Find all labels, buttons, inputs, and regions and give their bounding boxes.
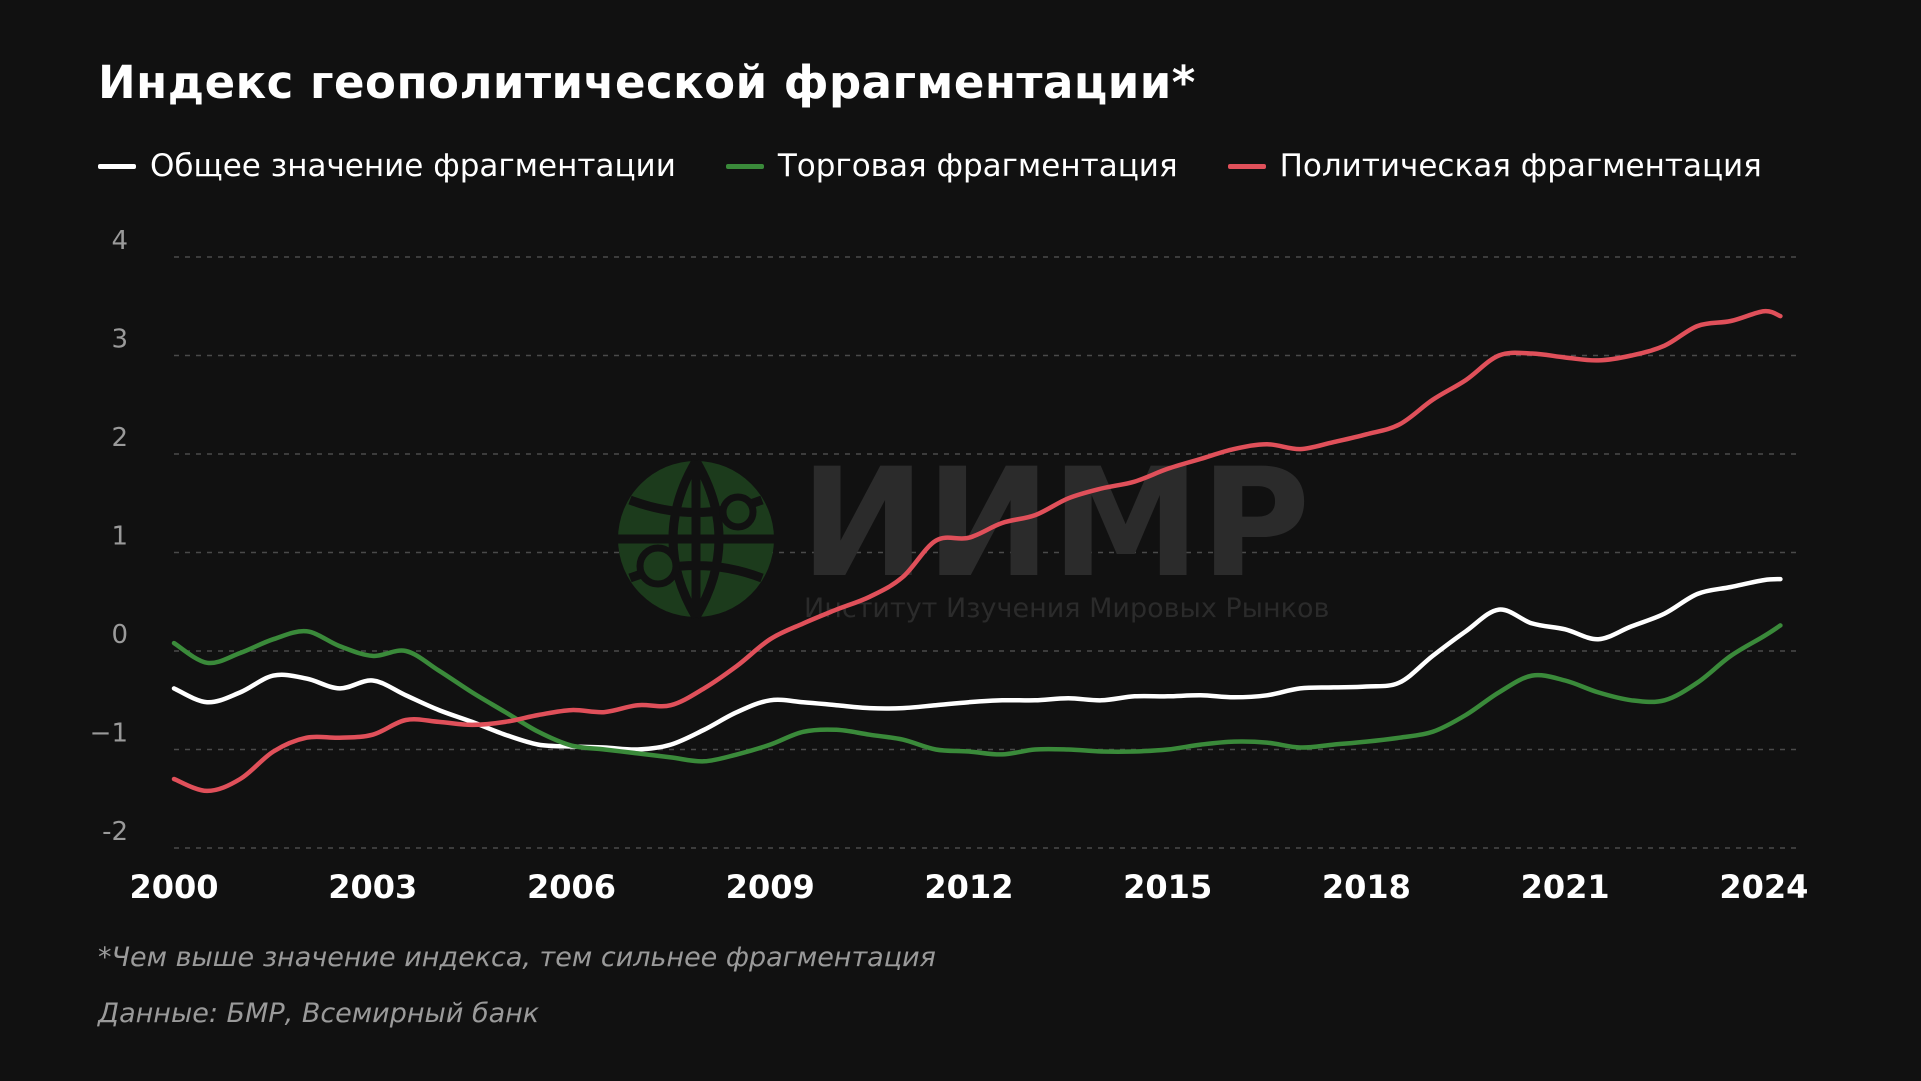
x-tick-label: 2024: [1719, 868, 1808, 906]
x-tick-label: 2012: [924, 868, 1013, 906]
legend-swatch-political: [1227, 163, 1266, 169]
x-tick-label: 2021: [1521, 868, 1610, 906]
watermark: ИИМР Институт Изучения Мировых Рынков: [618, 437, 1329, 624]
legend-swatch-trade: [725, 163, 764, 169]
legend-label-overall: Общее значение фрагментации: [150, 148, 676, 184]
legend: Общее значение фрагментации Торговая фра…: [98, 148, 1762, 184]
x-tick-label: 2006: [527, 868, 616, 906]
x-tick-label: 2015: [1123, 868, 1212, 906]
legend-swatch-overall: [98, 163, 136, 169]
watermark-subtitle: Институт Изучения Мировых Рынков: [804, 593, 1329, 624]
source-note: Данные: БМР, Всемирный банк: [98, 998, 540, 1029]
globe-logo-icon: [618, 458, 774, 620]
y-tick-label: 0: [111, 620, 128, 650]
series-lines: [171, 308, 1783, 794]
legend-item-trade: Торговая фрагментация: [725, 148, 1178, 184]
legend-label-trade: Торговая фрагментация: [777, 148, 1178, 184]
trade-series-line: [171, 623, 1783, 764]
y-tick-label: 1: [111, 522, 128, 552]
y-tick-label: 2: [111, 423, 128, 453]
x-tick-label: 2018: [1322, 868, 1411, 906]
political-series-line: [171, 308, 1783, 794]
x-tick-label: 2000: [129, 868, 218, 906]
legend-label-political: Политическая фрагментация: [1279, 148, 1762, 184]
overall-series-line: [171, 576, 1783, 752]
x-tick-label: 2009: [726, 868, 815, 906]
legend-item-political: Политическая фрагментация: [1227, 148, 1762, 184]
legend-item-overall: Общее значение фрагментации: [98, 148, 676, 184]
y-tick-label: -2: [102, 817, 128, 847]
y-tick-label: 4: [111, 226, 128, 256]
footnote: *Чем выше значение индекса, тем сильнее …: [98, 942, 936, 973]
y-tick-label: −1: [90, 719, 128, 749]
y-tick-label: 3: [111, 325, 128, 355]
x-tick-label: 2003: [328, 868, 417, 906]
chart-title: Индекс геополитической фрагментации*: [98, 56, 1196, 109]
watermark-logo-text: ИИМР: [800, 437, 1310, 611]
